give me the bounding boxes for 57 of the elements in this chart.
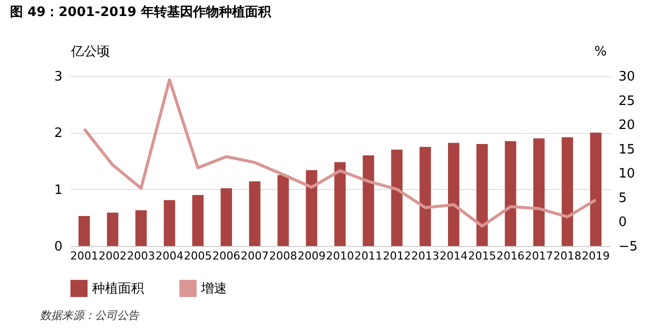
- legend-label: 种植面积: [92, 281, 144, 296]
- x-tick-label: 2013: [411, 250, 440, 262]
- x-tick-label: 2003: [127, 250, 156, 262]
- x-tick-label: 2008: [269, 250, 298, 262]
- x-tick-label: 2006: [212, 250, 240, 262]
- bar: [504, 141, 516, 246]
- x-tick-label: 2002: [98, 250, 127, 262]
- bar: [277, 175, 289, 246]
- bar: [590, 132, 602, 246]
- bar: [334, 162, 346, 246]
- bar: [249, 181, 260, 246]
- bar: [476, 144, 488, 246]
- y2-tick-label: 20: [618, 118, 636, 134]
- bar: [220, 188, 232, 246]
- y2-tick-label: −5: [618, 240, 638, 254]
- x-tick-label: 2018: [553, 250, 582, 262]
- bar: [448, 142, 460, 246]
- y2-axis-title: %: [594, 44, 607, 60]
- source-note: 数据来源：公司公告: [40, 309, 140, 322]
- y2-tick-label: 10: [618, 166, 636, 182]
- bar: [391, 150, 403, 246]
- y-tick-label: 1: [54, 182, 62, 198]
- x-tick-label: 2015: [468, 250, 496, 262]
- bar: [562, 137, 574, 246]
- y2-tick-label: 30: [618, 70, 636, 84]
- legend-label: 增速: [200, 281, 227, 296]
- bar: [306, 170, 318, 246]
- bar: [135, 210, 147, 246]
- x-tick-label: 2014: [440, 250, 468, 262]
- line-series: [82, 78, 598, 228]
- bar: [78, 216, 90, 246]
- y2-tick-label: 25: [618, 94, 636, 109]
- x-tick-label: 2001: [70, 250, 98, 262]
- y-tick-label: 2: [54, 126, 62, 142]
- x-tick-label: 2011: [354, 250, 382, 262]
- y-axis-title: 亿公顷: [70, 44, 110, 60]
- x-tick-label: 2005: [184, 250, 212, 262]
- y2-tick-label: 5: [618, 190, 627, 206]
- bar: [106, 212, 118, 246]
- bar: [164, 200, 176, 246]
- x-tick-label: 2012: [382, 250, 411, 262]
- bar: [362, 155, 374, 246]
- x-tick-label: 2010: [326, 250, 354, 262]
- y-tick-label: 3: [54, 70, 62, 84]
- x-tick-label: 2019: [582, 250, 610, 262]
- x-tick-label: 2016: [496, 250, 525, 262]
- x-tick-label: 2007: [240, 250, 269, 262]
- x-tick-label: 2004: [155, 250, 184, 262]
- chart-title: 图 49：2001-2019 年转基因作物种植面积: [10, 5, 272, 20]
- y-tick-label: 0: [54, 240, 62, 254]
- x-tick-label: 2009: [298, 250, 326, 262]
- bar: [420, 146, 431, 246]
- x-tick-label: 2017: [524, 250, 553, 262]
- bar: [192, 195, 204, 246]
- y2-tick-label: 15: [618, 142, 636, 158]
- y2-tick-label: 0: [618, 215, 627, 230]
- bar: [533, 138, 545, 246]
